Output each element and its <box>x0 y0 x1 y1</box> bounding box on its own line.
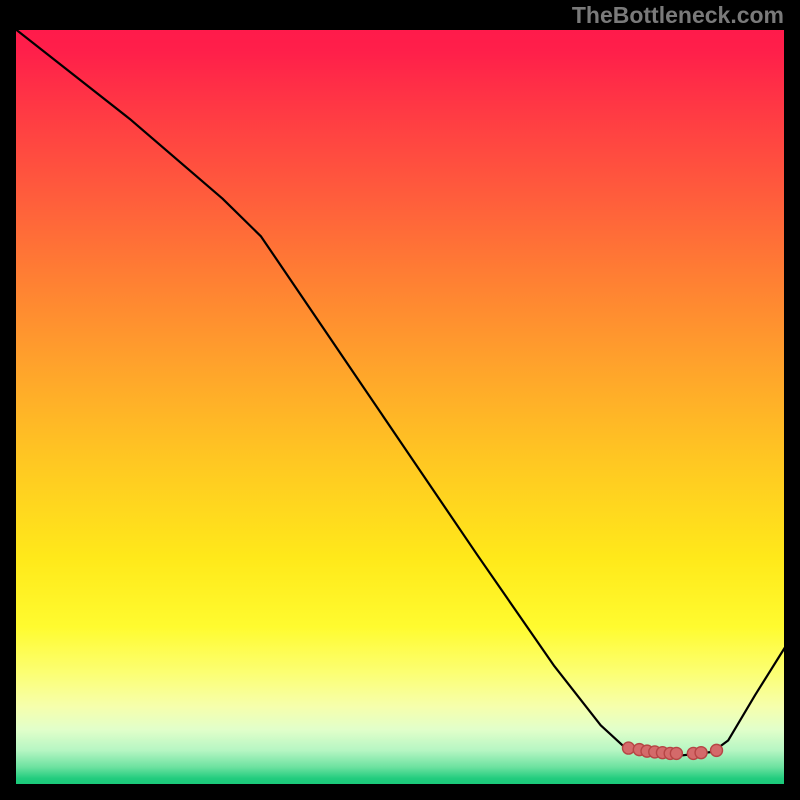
stage: TheBottleneck.com <box>0 0 800 800</box>
watermark-text: TheBottleneck.com <box>572 2 784 29</box>
plot-border <box>14 28 786 786</box>
plot-area <box>14 28 786 786</box>
